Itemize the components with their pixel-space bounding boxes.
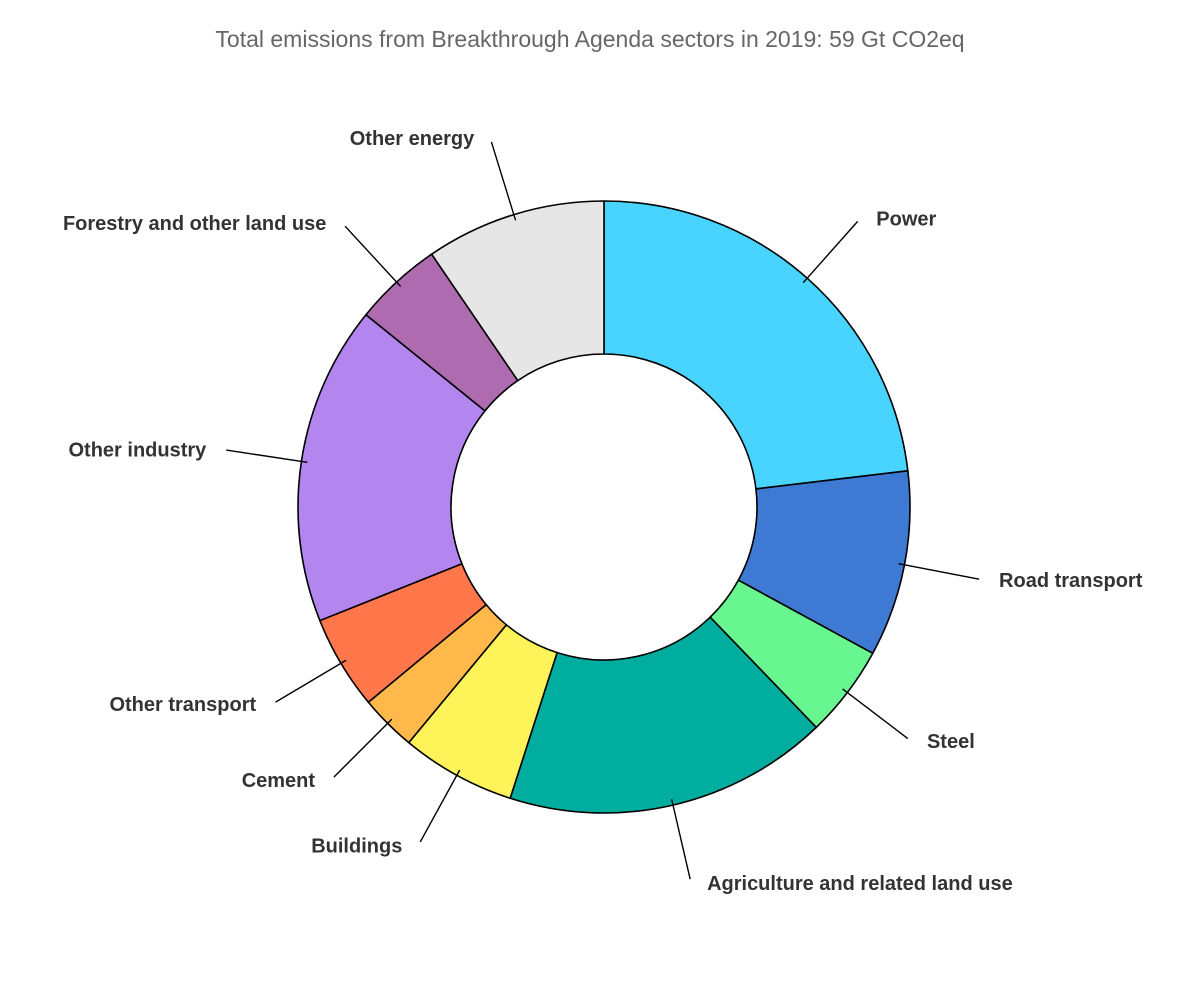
label-steel: Steel (927, 731, 975, 753)
leader-line-agriculture-and-related-land-use (670, 799, 691, 880)
label-other-energy: Other energy (350, 128, 475, 150)
leader-line-power (802, 220, 859, 284)
leader-line-other-transport (275, 659, 347, 703)
leader-lines (226, 141, 980, 880)
slice-agriculture-and-related-land-use[interactable] (509, 616, 818, 814)
leader-line-buildings (419, 769, 461, 843)
leader-line-steel (842, 688, 909, 740)
label-agriculture-and-related-land-use: Agriculture and related land use (707, 873, 1013, 895)
label-buildings: Buildings (311, 835, 402, 857)
donut-slices (297, 200, 911, 814)
leader-line-other-energy (490, 141, 517, 221)
slice-other-energy[interactable] (430, 200, 605, 382)
leader-line-road-transport (898, 563, 980, 580)
label-other-transport: Other transport (109, 694, 256, 716)
chart-title: Total emissions from Breakthrough Agenda… (215, 26, 965, 52)
label-cement: Cement (242, 770, 316, 792)
slice-power[interactable] (603, 200, 909, 490)
label-road-transport: Road transport (999, 570, 1143, 592)
slice-other-industry[interactable] (297, 313, 486, 622)
label-forestry-and-other-land-use: Forestry and other land use (63, 213, 326, 235)
leader-line-other-industry (226, 449, 308, 463)
leader-line-cement (333, 718, 393, 778)
label-power: Power (876, 208, 936, 230)
leader-line-forestry-and-other-land-use (344, 225, 402, 287)
label-other-industry: Other industry (69, 439, 208, 461)
slice-labels: Power Road transport Steel Agriculture and … (63, 128, 1143, 895)
